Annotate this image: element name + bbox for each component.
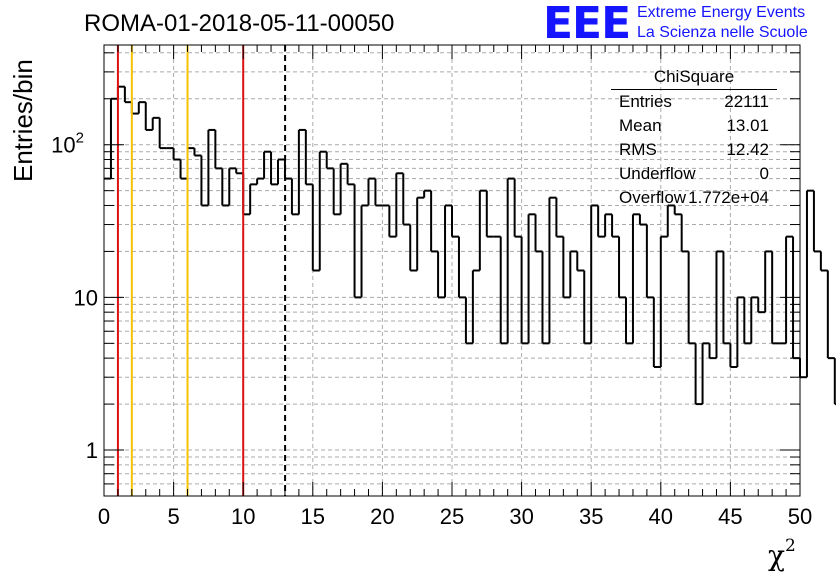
histogram-series xyxy=(104,85,836,406)
x-tick-label: 5 xyxy=(167,504,179,529)
stats-row-entries: Entries 22111 xyxy=(611,90,777,114)
stats-row-rms: RMS 12.42 xyxy=(611,138,777,162)
stats-key: Mean xyxy=(619,116,662,135)
x-tick-label: 15 xyxy=(301,504,325,529)
x-tick-label: 30 xyxy=(509,504,533,529)
y-axis-title: Entries/bin xyxy=(8,59,38,182)
logo-subtitle-line1: Extreme Energy Events xyxy=(637,4,806,21)
stats-value: 1.772e+04 xyxy=(688,188,769,207)
y-tick-label: 10 xyxy=(74,285,98,310)
histogram-title: ROMA-01-2018-05-11-00050 xyxy=(84,10,395,37)
y-tick-label: 1 xyxy=(86,438,98,463)
stats-value: 12.42 xyxy=(726,140,769,159)
x-tick-label: 50 xyxy=(788,504,812,529)
axis-ticks xyxy=(103,45,801,497)
stats-box: ChiSquare Entries 22111 Mean 13.01 RMS 1… xyxy=(611,67,777,210)
stats-row-mean: Mean 13.01 xyxy=(611,114,777,138)
x-tick-label: 45 xyxy=(718,504,742,529)
stats-key: RMS xyxy=(619,140,657,159)
stats-key: Underflow xyxy=(619,164,696,183)
stats-row-underflow: Underflow 0 xyxy=(611,162,777,186)
logo-subtitle-line2: La Scienza nelle Scuole xyxy=(637,24,808,41)
eee-logo: EEE Extreme Energy Events La Scienza nel… xyxy=(543,0,833,49)
stats-value: 0 xyxy=(759,164,769,183)
y-tick-label: 102 xyxy=(51,130,84,158)
x-tick-label: 0 xyxy=(98,504,110,529)
x-tick-label: 40 xyxy=(649,504,673,529)
stats-key: Entries xyxy=(619,92,672,111)
stats-key: Overflow xyxy=(619,188,687,207)
x-tick-label: 10 xyxy=(231,504,255,529)
stats-value: 22111 xyxy=(724,92,769,111)
stats-value: 13.01 xyxy=(726,116,769,135)
stats-box-title: ChiSquare xyxy=(611,67,777,90)
x-tick-label: 20 xyxy=(370,504,394,529)
x-tick-label: 25 xyxy=(440,504,464,529)
axis-tick-labels: 0 5 10 15 20 25 30 35 40 45 50 1 10 102 xyxy=(51,130,812,529)
vertical-markers xyxy=(116,45,287,496)
x-tick-label: 35 xyxy=(579,504,603,529)
stats-row-overflow: Overflow 1.772e+04 xyxy=(611,186,777,210)
x-axis-title: χ2 xyxy=(768,536,796,572)
eee-logo-mark: EEE xyxy=(543,0,631,49)
